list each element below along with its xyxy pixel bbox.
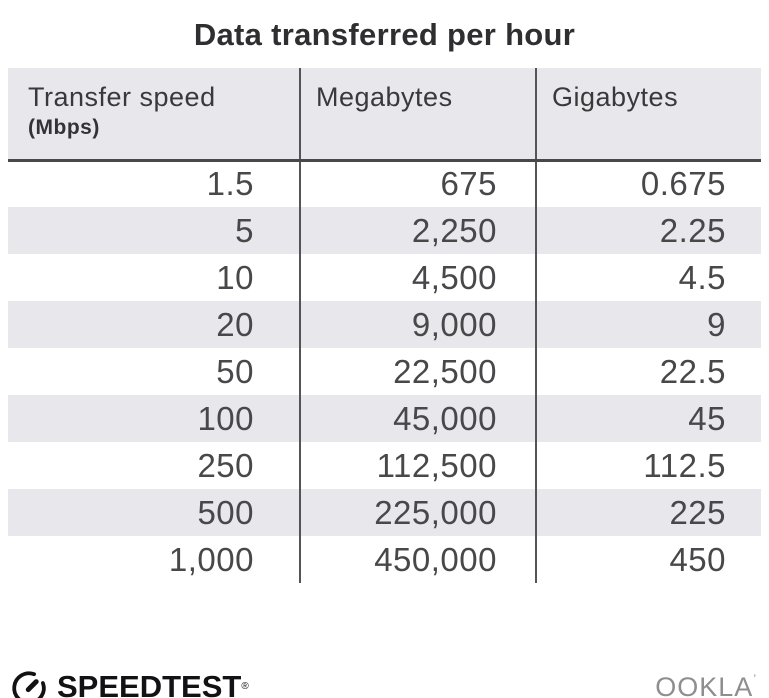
cell-megabytes: 9,000 [299, 301, 536, 348]
cell-gigabytes: 22.5 [535, 348, 761, 395]
header-row: Transfer speed (Mbps) Megabytes Gigabyte… [8, 68, 761, 162]
table-header: Transfer speed (Mbps) Megabytes Gigabyte… [8, 68, 761, 162]
ookla-logo: OOKLA’ [655, 672, 757, 698]
cell-speed: 250 [8, 442, 300, 489]
column-header-gigabytes: Gigabytes [535, 68, 761, 162]
cell-gigabytes: 2.25 [535, 207, 761, 254]
cell-gigabytes: 4.5 [535, 254, 761, 301]
cell-speed: 10 [8, 254, 300, 301]
cell-gigabytes: 45 [535, 395, 761, 442]
cell-speed: 1.5 [8, 160, 300, 207]
cell-megabytes: 45,000 [299, 395, 536, 442]
footer: SPEEDTEST ® OOKLA’ [10, 666, 757, 698]
column-header-mbps-unit: (Mbps) [28, 116, 100, 139]
cell-speed: 500 [8, 489, 300, 536]
column-header-transfer-speed-label: Transfer speed [28, 82, 216, 112]
cell-speed: 1,000 [8, 536, 300, 583]
cell-megabytes: 450,000 [299, 536, 536, 583]
page-title: Data transferred per hour [193, 17, 576, 52]
cell-speed: 5 [8, 207, 300, 254]
speedtest-gauge-icon [12, 671, 46, 698]
cell-speed: 20 [8, 301, 300, 348]
table-row: 250 112,500 112.5 [8, 442, 761, 489]
cell-megabytes: 675 [299, 160, 536, 207]
table-row: 1,000 450,000 450 [8, 536, 761, 583]
speedtest-registered-mark: ® [241, 681, 249, 692]
table-row: 5 2,250 2.25 [8, 207, 761, 254]
speedtest-wordmark: SPEEDTEST [57, 669, 242, 698]
cell-gigabytes: 225 [535, 489, 761, 536]
cell-megabytes: 2,250 [299, 207, 536, 254]
cell-gigabytes: 112.5 [535, 442, 761, 489]
table-row: 10 4,500 4.5 [8, 254, 761, 301]
speedtest-logo: SPEEDTEST ® [10, 668, 249, 698]
cell-megabytes: 4,500 [299, 254, 536, 301]
cell-megabytes: 22,500 [299, 348, 536, 395]
data-table: Transfer speed (Mbps) Megabytes Gigabyte… [8, 68, 761, 583]
ookla-trademark-mark: ’ [753, 672, 757, 686]
cell-gigabytes: 9 [535, 301, 761, 348]
table-row: 1.5 675 0.675 [8, 160, 761, 207]
table-row: 500 225,000 225 [8, 489, 761, 536]
ookla-wordmark: OOKLA [655, 672, 754, 698]
table-row: 20 9,000 9 [8, 301, 761, 348]
cell-megabytes: 112,500 [299, 442, 536, 489]
table-row: 50 22,500 22.5 [8, 348, 761, 395]
column-header-megabytes: Megabytes [299, 68, 536, 162]
cell-speed: 50 [8, 348, 300, 395]
table-body: 1.5 675 0.675 5 2,250 2.25 10 4,500 4.5 … [8, 160, 761, 583]
cell-gigabytes: 0.675 [535, 160, 761, 207]
cell-megabytes: 225,000 [299, 489, 536, 536]
column-header-transfer-speed: Transfer speed (Mbps) [8, 68, 300, 162]
cell-gigabytes: 450 [535, 536, 761, 583]
table-row: 100 45,000 45 [8, 395, 761, 442]
cell-speed: 100 [8, 395, 300, 442]
